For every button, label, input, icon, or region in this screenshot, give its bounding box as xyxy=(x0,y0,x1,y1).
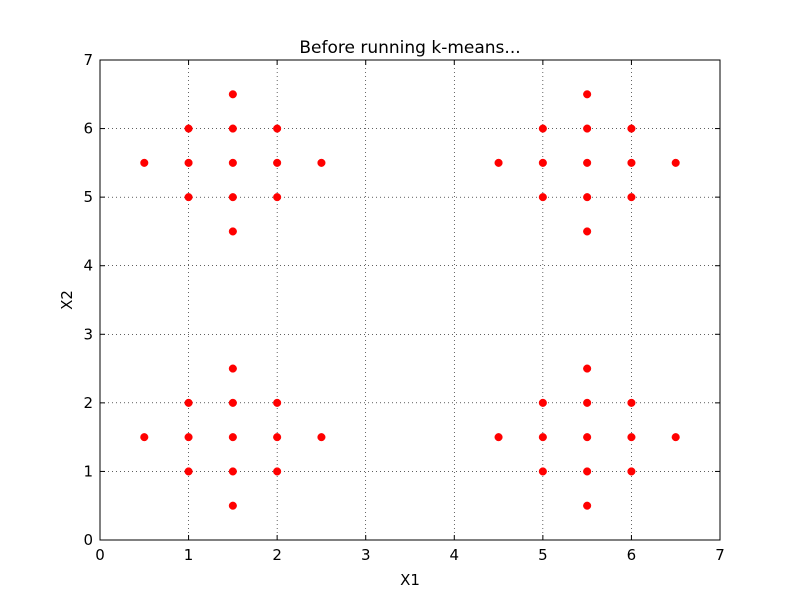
data-point xyxy=(671,433,680,442)
x-tick-label: 4 xyxy=(450,546,460,564)
x-tick-label: 0 xyxy=(95,546,105,564)
data-point xyxy=(583,90,592,99)
axis-ticks: 0 1 2 3 4 5 6 7 0 1 2 3 4 5 6 7 xyxy=(83,51,724,564)
data-point xyxy=(228,364,237,373)
x-tick-label: 1 xyxy=(184,546,194,564)
y-tick-label: 1 xyxy=(83,462,93,480)
data-point xyxy=(627,467,636,476)
x-tick-label: 7 xyxy=(715,546,725,564)
data-point xyxy=(627,398,636,407)
data-point xyxy=(228,90,237,99)
data-point xyxy=(583,398,592,407)
data-point xyxy=(228,398,237,407)
data-point xyxy=(538,158,547,167)
data-point xyxy=(228,501,237,510)
x-axis-label: X1 xyxy=(400,571,420,589)
y-tick-label: 0 xyxy=(83,531,93,549)
x-tick-label: 2 xyxy=(272,546,282,564)
data-point xyxy=(627,124,636,133)
data-point xyxy=(627,158,636,167)
y-tick-label: 6 xyxy=(83,120,93,138)
plot-area-frame xyxy=(99,59,721,541)
data-point xyxy=(583,467,592,476)
data-point xyxy=(583,227,592,236)
data-point xyxy=(273,467,282,476)
data-point xyxy=(140,433,149,442)
data-point xyxy=(538,433,547,442)
data-point xyxy=(184,467,193,476)
data-point xyxy=(583,364,592,373)
data-point xyxy=(273,433,282,442)
data-point xyxy=(228,158,237,167)
data-point xyxy=(228,467,237,476)
data-point xyxy=(184,158,193,167)
data-point xyxy=(627,193,636,202)
data-point xyxy=(538,467,547,476)
data-point xyxy=(273,158,282,167)
data-point xyxy=(184,193,193,202)
chart-title: Before running k-means... xyxy=(299,38,520,58)
data-point xyxy=(494,433,503,442)
data-point xyxy=(228,433,237,442)
y-tick-label: 7 xyxy=(83,51,93,69)
data-point xyxy=(583,158,592,167)
data-point xyxy=(228,124,237,133)
y-tick-label: 4 xyxy=(83,257,93,275)
y-tick-label: 5 xyxy=(83,188,93,206)
data-point xyxy=(228,193,237,202)
data-point xyxy=(494,158,503,167)
data-point xyxy=(317,158,326,167)
data-point xyxy=(184,398,193,407)
y-tick-label: 3 xyxy=(83,325,93,343)
data-point xyxy=(273,193,282,202)
y-tick-label: 2 xyxy=(83,394,93,412)
data-point xyxy=(627,433,636,442)
data-point xyxy=(583,433,592,442)
data-point xyxy=(140,158,149,167)
data-point xyxy=(228,227,237,236)
data-point xyxy=(273,398,282,407)
data-point xyxy=(317,433,326,442)
data-point xyxy=(538,193,547,202)
data-points xyxy=(140,90,680,510)
x-tick-label: 6 xyxy=(627,546,637,564)
grid xyxy=(100,60,720,540)
x-tick-label: 5 xyxy=(538,546,548,564)
x-tick-label: 3 xyxy=(361,546,371,564)
data-point xyxy=(583,501,592,510)
data-point xyxy=(671,158,680,167)
data-point xyxy=(184,433,193,442)
y-axis-label: X2 xyxy=(58,290,76,310)
data-point xyxy=(273,124,282,133)
data-point xyxy=(583,193,592,202)
data-point xyxy=(538,398,547,407)
data-point xyxy=(583,124,592,133)
data-point xyxy=(184,124,193,133)
data-point xyxy=(538,124,547,133)
